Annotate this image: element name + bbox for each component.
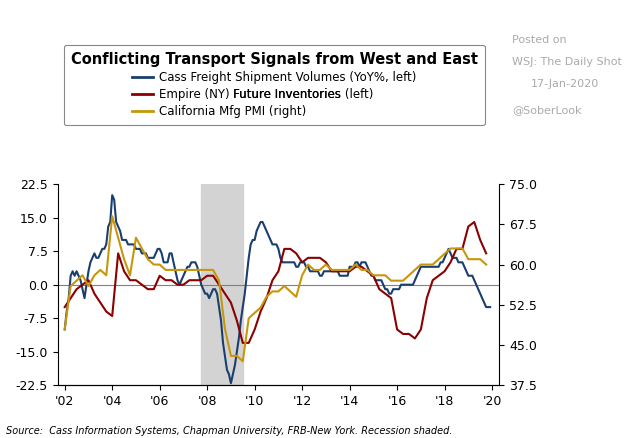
Text: Source:  Cass Information Systems, Chapman University, FRB-New York. Recession s: Source: Cass Information Systems, Chapma… — [6, 426, 453, 436]
Text: WSJ: The Daily Shot: WSJ: The Daily Shot — [512, 57, 622, 67]
Text: Future Inventories: Future Inventories — [234, 88, 341, 101]
Bar — [201, 184, 243, 385]
Text: @SoberLook: @SoberLook — [512, 105, 582, 115]
Text: Posted on: Posted on — [512, 35, 566, 45]
Legend: Cass Freight Shipment Volumes (YoY%, left), Empire (NY) Future Inventories (left: Cass Freight Shipment Volumes (YoY%, lef… — [63, 45, 484, 125]
Text: 17-Jan-2020: 17-Jan-2020 — [531, 79, 600, 89]
